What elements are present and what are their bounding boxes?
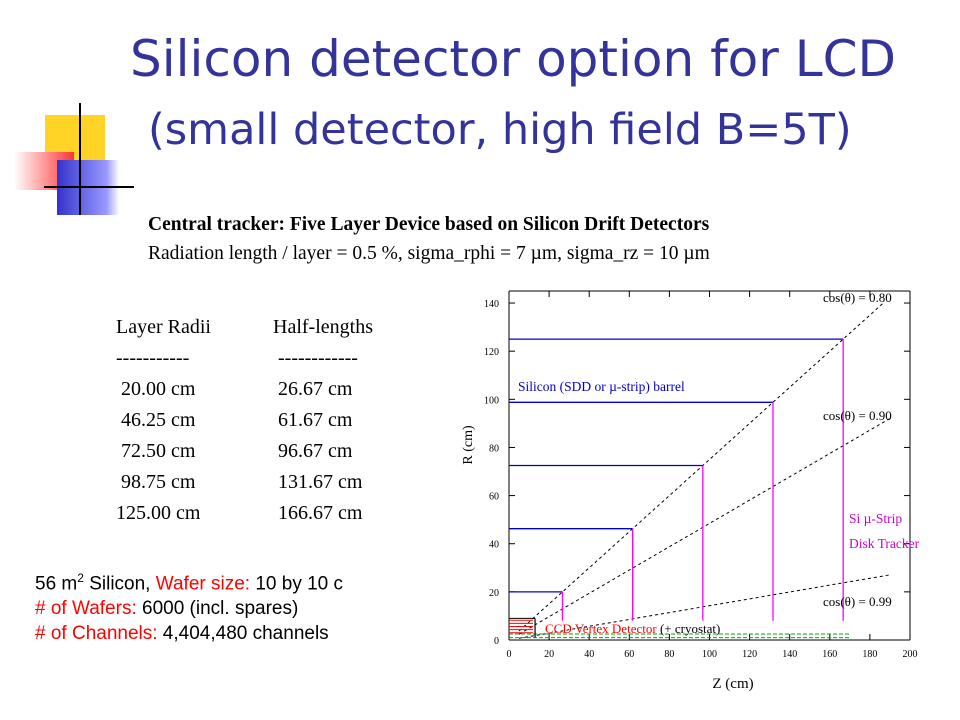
stats-line-area: 56 m2 Silicon, Wafer size: 10 by 10 c — [35, 566, 343, 596]
cos-label-080: cos(θ) = 0.80 — [823, 290, 892, 305]
channels-value: 4,404,480 channels — [157, 623, 329, 645]
disk-label-line1: Si µ-Strip — [849, 511, 902, 526]
y-axis-label: R (cm) — [461, 425, 476, 465]
rule-col2: ------------ — [273, 347, 358, 369]
wafer-size-label: Wafer size: — [155, 573, 251, 595]
layer-table-header: Layer Radii Half-lengths — [116, 312, 373, 343]
header-half-lengths: Half-lengths — [273, 316, 373, 338]
x-tick-label: 20 — [544, 649, 554, 660]
cos-theta-line — [518, 302, 884, 632]
deco-vertical-line — [79, 103, 81, 215]
cos-label-090: cos(θ) = 0.90 — [823, 408, 892, 423]
cos-label-099: cos(θ) = 0.99 — [823, 594, 892, 609]
x-tick-label: 160 — [822, 649, 837, 660]
channels-label: # of Channels: — [35, 623, 158, 645]
y-tick-label: 100 — [484, 395, 499, 406]
area-value: 56 m — [35, 573, 78, 595]
layer-half-length: 96.67 cm — [273, 440, 353, 462]
table-row: 72.50 cm 96.67 cm — [116, 436, 373, 467]
layer-radius: 72.50 cm — [116, 440, 196, 462]
table-row: 98.75 cm 131.67 cm — [116, 467, 373, 498]
layer-half-length: 61.67 cm — [273, 409, 353, 431]
x-tick-label: 60 — [624, 649, 634, 660]
layer-radius: 46.25 cm — [116, 409, 196, 431]
y-tick-label: 20 — [489, 588, 499, 599]
x-tick-label: 80 — [664, 649, 674, 660]
disk-label-line2: Disk Tracker — [849, 536, 920, 551]
tracker-specs: Radiation length / layer = 0.5 %, sigma_… — [148, 243, 710, 264]
slide-title-sub: (small detector, high field B=5T) — [148, 105, 852, 155]
y-tick-label: 0 — [494, 636, 499, 647]
x-axis-label: Z (cm) — [712, 676, 753, 692]
table-row: 20.00 cm 26.67 cm — [116, 374, 373, 405]
header-layer-radii: Layer Radii — [116, 316, 211, 338]
y-tick-label: 80 — [489, 443, 499, 454]
wafers-label: # of Wafers: — [35, 598, 137, 620]
x-tick-label: 140 — [782, 649, 797, 660]
rule-col1: ----------- — [116, 347, 190, 369]
y-tick-label: 60 — [489, 492, 499, 503]
area-material: Silicon, — [83, 573, 156, 595]
layer-table-rule: ----------- ------------ — [116, 343, 373, 374]
diagram-axes: 0 20 40 60 80 100 120 140 160 180 200 0 20 40 60 80 100 1… — [484, 290, 918, 660]
slide-title: Silicon detector option for LCD — [130, 30, 896, 88]
layer-half-length: 166.67 cm — [273, 502, 363, 524]
x-tick-label: 180 — [862, 649, 877, 660]
y-tick-label: 40 — [489, 540, 499, 551]
x-tick-label: 40 — [584, 649, 594, 660]
x-tick-label: 120 — [742, 649, 757, 660]
layer-half-length: 26.67 cm — [273, 378, 353, 400]
ccd-label: CCD Vertex Detector (+ cryostat) — [545, 621, 720, 636]
stats-line-wafers: # of Wafers: 6000 (incl. spares) — [35, 596, 343, 621]
diagram-marks — [509, 302, 891, 639]
x-tick-label: 200 — [903, 649, 918, 660]
layer-radius: 20.00 cm — [116, 378, 196, 400]
table-row: 125.00 cm 166.67 cm — [116, 498, 373, 529]
deco-horizontal-line — [44, 186, 134, 188]
table-row: 46.25 cm 61.67 cm — [116, 405, 373, 436]
layer-radius: 125.00 cm — [116, 502, 201, 524]
cos-theta-line — [518, 574, 891, 639]
tracker-heading: Central tracker: Five Layer Device based… — [148, 214, 710, 235]
wafers-value: 6000 (incl. spares) — [136, 598, 299, 620]
stats-line-channels: # of Channels: 4,404,480 channels — [35, 621, 343, 646]
detector-layout-diagram: 0 20 40 60 80 100 120 140 160 180 200 0 20 40 60 80 100 1… — [461, 290, 920, 692]
area-exponent: 2 — [77, 571, 84, 585]
x-tick-label: 0 — [507, 649, 512, 660]
silicon-stats: 56 m2 Silicon, Wafer size: 10 by 10 c # … — [35, 566, 343, 646]
ccd-label-black: (+ cryostat) — [657, 621, 721, 636]
layer-table: Layer Radii Half-lengths ----------- ---… — [116, 312, 373, 529]
x-tick-label: 100 — [702, 649, 717, 660]
y-tick-label: 140 — [484, 299, 499, 310]
wafer-size-value: 10 by 10 c — [250, 573, 344, 595]
slide-decoration — [0, 0, 140, 230]
ccd-label-red: CCD Vertex Detector — [545, 621, 657, 636]
y-tick-label: 120 — [484, 347, 499, 358]
layer-half-length: 131.67 cm — [273, 471, 363, 493]
layer-radius: 98.75 cm — [116, 471, 196, 493]
barrel-label: Silicon (SDD or µ-strip) barrel — [518, 379, 685, 394]
